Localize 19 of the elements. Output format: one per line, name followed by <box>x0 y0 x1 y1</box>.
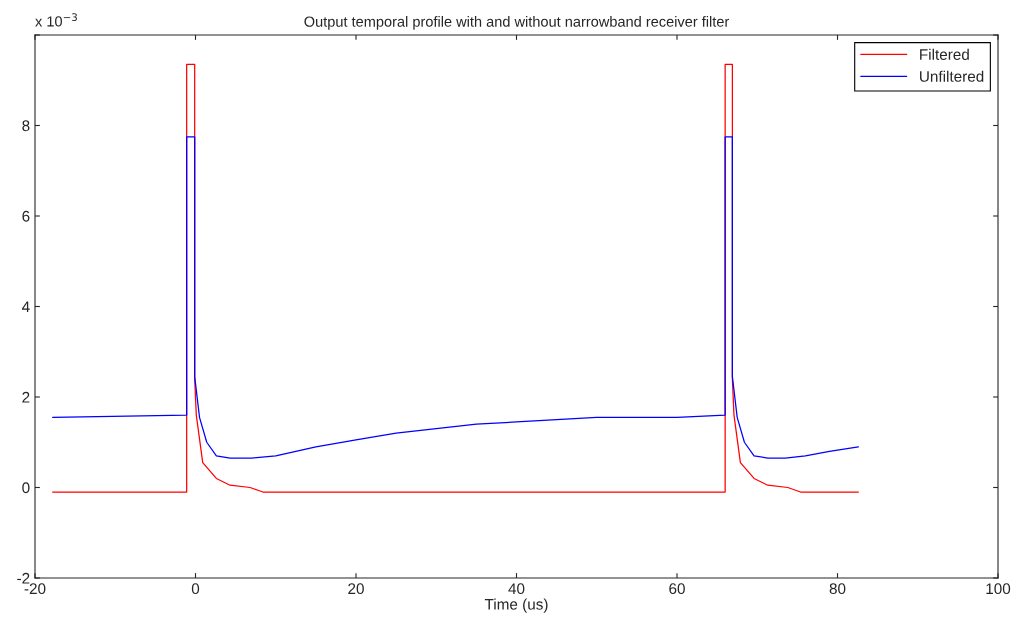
legend-label: Filtered <box>920 48 969 60</box>
chart-title: Output temporal profile with and without narrowband receiver filter <box>304 16 730 30</box>
y-tick-label: -2 <box>17 572 30 584</box>
x-tick-label: 20 <box>348 583 364 595</box>
x-tick-label: 40 <box>508 583 525 595</box>
x-tick-label: -20 <box>24 583 46 595</box>
text: x 10$^{−3}$ <box>35 13 77 27</box>
legend-label: Unfiltered <box>920 70 984 82</box>
x-tick-label: 0 <box>191 583 200 595</box>
y-tick-label: 4 <box>21 301 30 313</box>
y-tick-label: 8 <box>22 120 30 132</box>
x-axis-title: Time (us) <box>484 598 548 613</box>
x-tick-label: 80 <box>829 583 846 595</box>
x-tick-label: 100 <box>986 583 1011 595</box>
x-tick-label: 60 <box>669 583 685 595</box>
y-tick-label: 0 <box>22 482 30 494</box>
line-series <box>52 136 859 459</box>
y-tick-label: 6 <box>22 210 30 222</box>
y-tick-label: 2 <box>22 391 30 403</box>
